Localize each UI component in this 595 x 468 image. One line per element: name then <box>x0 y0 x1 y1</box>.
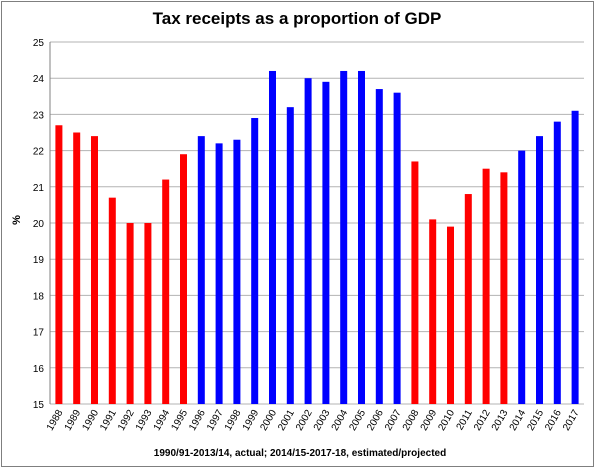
y-tick-label: 21 <box>33 183 45 194</box>
x-tick-label: 1991 <box>98 408 119 433</box>
bar-2014 <box>518 150 526 404</box>
bar-2017 <box>571 110 579 404</box>
y-tick-label: 15 <box>33 400 45 411</box>
bar-2013 <box>500 172 508 404</box>
y-tick-label: 25 <box>33 38 45 49</box>
bar-1990 <box>91 136 98 404</box>
x-tick-label: 2010 <box>436 408 457 433</box>
y-tick-label: 16 <box>33 364 45 375</box>
x-tick-label: 2000 <box>258 408 279 433</box>
bar-1998 <box>233 139 241 405</box>
x-tick-label: 1996 <box>187 408 208 433</box>
bar-2007 <box>393 92 401 405</box>
bar-2012 <box>482 168 490 404</box>
y-tick-label: 23 <box>33 110 45 121</box>
y-tick-labels: 15 16 17 18 19 20 21 22 23 24 25 <box>33 38 45 411</box>
bar-1997 <box>215 143 223 405</box>
x-axis-label: 1990/91-2013/14, actual; 2014/15-2017-18… <box>154 448 446 459</box>
x-tick-label: 2017 <box>561 408 582 433</box>
bar-1994 <box>162 179 170 404</box>
bar-1989 <box>73 132 81 404</box>
x-tick-label: 1988 <box>45 408 66 433</box>
x-tick-labels: 1988198919901991199219931994199519961997… <box>45 408 582 433</box>
x-tick-label: 2013 <box>490 408 511 433</box>
x-tick-label: 2005 <box>347 408 368 433</box>
x-tick-label: 1993 <box>134 408 155 433</box>
bar-2002 <box>304 78 312 404</box>
bar-2008 <box>411 161 419 404</box>
y-tick-label: 19 <box>33 255 45 266</box>
x-tick-label: 1994 <box>152 408 173 433</box>
x-tick-label: 1990 <box>80 408 101 433</box>
y-tick-label: 24 <box>33 74 45 85</box>
x-tick-label: 2009 <box>419 408 440 433</box>
x-tick-label: 2001 <box>276 408 297 433</box>
y-tick-label: 22 <box>33 147 45 158</box>
x-tick-label: 2007 <box>383 408 404 433</box>
bar-2003 <box>322 81 330 404</box>
x-tick-label: 2002 <box>294 408 315 433</box>
bar-1991 <box>108 197 116 404</box>
bar-1992 <box>126 223 134 404</box>
bar-1999 <box>251 118 259 405</box>
bars <box>55 70 579 405</box>
x-tick-label: 2015 <box>525 408 546 433</box>
x-tick-label: 1998 <box>223 408 244 433</box>
x-tick-label: 1999 <box>241 408 262 433</box>
bar-2009 <box>429 219 437 404</box>
bar-2004 <box>340 70 348 405</box>
y-tick-label: 20 <box>33 219 45 230</box>
x-tick-label: 2016 <box>543 408 564 433</box>
x-tick-label: 2014 <box>508 408 529 433</box>
x-tick-label: 2012 <box>472 408 493 433</box>
x-tick-label: 1992 <box>116 408 137 433</box>
x-tick-label: 2008 <box>401 408 422 433</box>
x-tick-label: 2003 <box>312 408 333 433</box>
bar-2010 <box>447 226 454 404</box>
x-tick-label: 1997 <box>205 408 226 433</box>
bar-1988 <box>55 125 63 404</box>
bar-2001 <box>286 107 294 404</box>
bar-1995 <box>180 154 187 404</box>
bar-2000 <box>269 70 276 405</box>
x-tick-label: 2011 <box>455 408 475 433</box>
bar-1993 <box>144 223 152 404</box>
y-tick-label: 17 <box>33 328 45 339</box>
y-axis-label: % <box>11 215 23 225</box>
bar-2011 <box>464 194 472 404</box>
chart-title: Tax receipts as a proportion of GDP <box>153 9 442 28</box>
bar-2005 <box>358 70 365 405</box>
bar-2006 <box>375 89 383 404</box>
bar-1996 <box>197 136 205 404</box>
bar-2015 <box>536 136 543 404</box>
y-tick-label: 18 <box>33 291 45 302</box>
x-tick-label: 1995 <box>169 408 190 433</box>
bar-2016 <box>553 121 561 404</box>
x-tick-label: 2006 <box>365 408 386 433</box>
x-tick-label: 2004 <box>330 408 351 433</box>
x-tick-label: 1989 <box>63 408 84 433</box>
gridlines <box>49 41 584 405</box>
